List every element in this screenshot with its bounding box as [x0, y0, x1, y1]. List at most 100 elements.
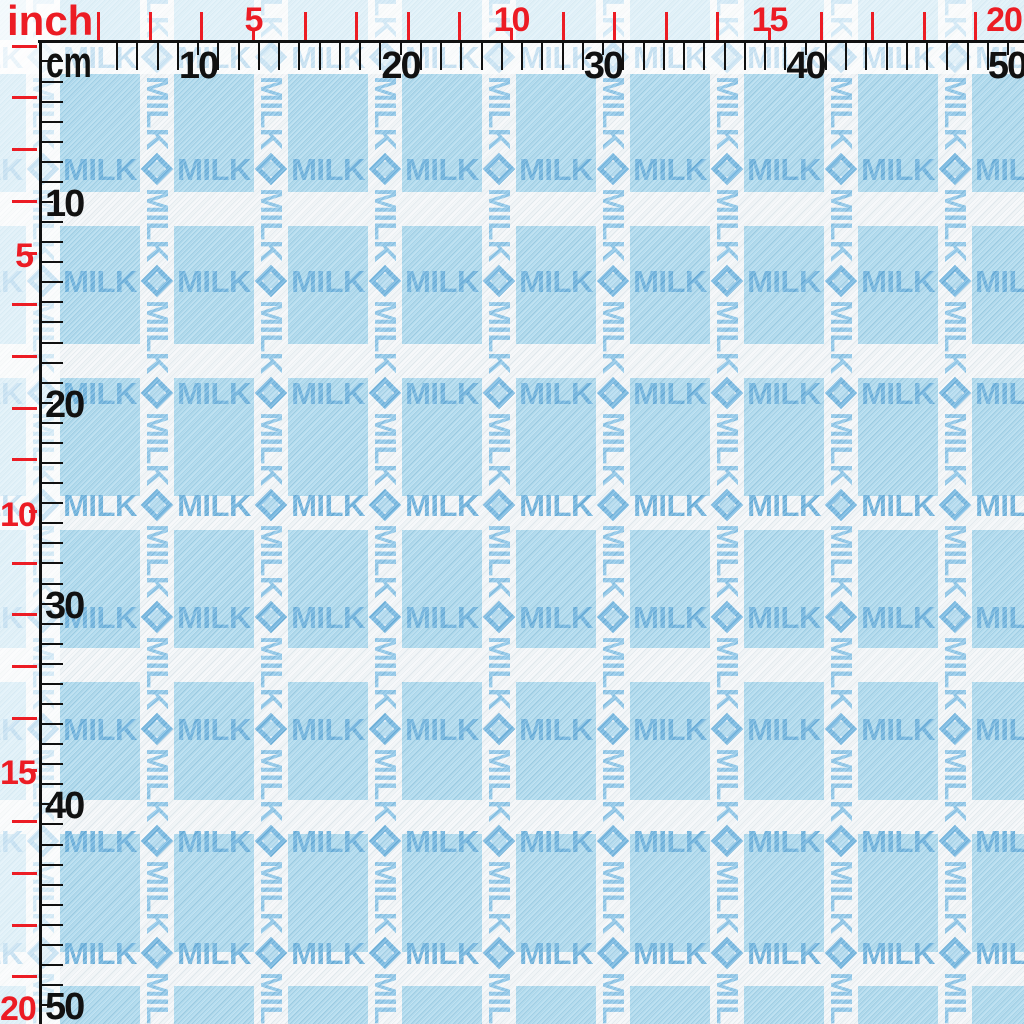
milk-logo-text-horizontal: MILK — [177, 488, 251, 523]
milk-logo-text-horizontal: MILK — [291, 152, 365, 187]
milk-diamond-icon — [938, 936, 972, 970]
milk-diamond-core — [833, 609, 849, 625]
milk-logo-text-vertical: MILK — [368, 748, 403, 822]
milk-diamond-icon — [254, 600, 288, 634]
milk-diamond-icon — [368, 264, 402, 298]
milk-logo-text-horizontal: MILK — [291, 824, 365, 859]
milk-logo-text-horizontal: MILK — [975, 152, 1024, 187]
milk-diamond-icon — [938, 712, 972, 746]
milk-diamond-icon — [596, 824, 630, 858]
milk-diamond-core — [719, 609, 735, 625]
milk-logo-text-vertical: MILK — [938, 524, 973, 598]
milk-diamond-icon — [368, 824, 402, 858]
milk-diamond-core — [377, 945, 393, 961]
milk-logo-text-vertical: MILK — [824, 300, 859, 374]
milk-diamond-icon — [938, 488, 972, 522]
milk-diamond-icon — [938, 376, 972, 410]
milk-diamond-icon — [482, 936, 516, 970]
milk-logo-text-horizontal: MILK — [291, 376, 365, 411]
milk-diamond-icon — [824, 936, 858, 970]
milk-logo-text-vertical: MILK — [140, 636, 175, 710]
milk-diamond-icon — [482, 824, 516, 858]
milk-logo-text-horizontal: MILK — [405, 936, 479, 971]
milk-diamond-core — [491, 497, 507, 513]
milk-diamond-icon — [710, 824, 744, 858]
milk-logo-text-vertical: MILK — [140, 860, 175, 934]
milk-diamond-core — [947, 609, 963, 625]
milk-diamond-icon — [596, 264, 630, 298]
milk-logo-text-horizontal: MILK — [747, 488, 821, 523]
milk-logo-text-horizontal: MILK — [405, 376, 479, 411]
milk-diamond-icon — [824, 488, 858, 522]
milk-diamond-icon — [824, 376, 858, 410]
milk-logo-text-horizontal: MILK — [747, 936, 821, 971]
milk-diamond-core — [605, 609, 621, 625]
milk-diamond-core — [719, 273, 735, 289]
milk-logo-text-vertical: MILK — [596, 860, 631, 934]
milk-logo-text-vertical: MILK — [254, 860, 289, 934]
milk-diamond-core — [947, 273, 963, 289]
milk-logo-text-vertical: MILK — [368, 524, 403, 598]
milk-logo-text-horizontal: MILK — [747, 712, 821, 747]
milk-logo-text-vertical: MILK — [482, 76, 517, 150]
milk-logo-text-vertical: MILK — [938, 636, 973, 710]
milk-diamond-core — [947, 497, 963, 513]
milk-logo-text-vertical: MILK — [140, 972, 175, 1024]
milk-logo-text-horizontal: MILK — [861, 152, 935, 187]
milk-logo-text-horizontal: MILK — [405, 152, 479, 187]
milk-logo-text-vertical: MILK — [938, 972, 973, 1024]
milk-logo-text-horizontal: MILK — [519, 600, 593, 635]
milk-logo-text-vertical: MILK — [596, 188, 631, 262]
milk-diamond-core — [605, 161, 621, 177]
milk-logo-text-horizontal: MILK — [405, 600, 479, 635]
milk-logo-text-horizontal: MILK — [633, 600, 707, 635]
milk-diamond-icon — [710, 936, 744, 970]
milk-diamond-core — [149, 385, 165, 401]
milk-logo-text-horizontal: MILK — [63, 488, 137, 523]
milk-logo-text-horizontal: MILK — [747, 152, 821, 187]
milk-diamond-icon — [938, 264, 972, 298]
milk-logo-text-horizontal: MILK — [405, 824, 479, 859]
milk-diamond-icon — [710, 152, 744, 186]
milk-diamond-icon — [254, 824, 288, 858]
milk-logo-text-vertical: MILK — [938, 748, 973, 822]
milk-logo-text-horizontal: MILK — [63, 936, 137, 971]
milk-diamond-icon — [368, 712, 402, 746]
milk-diamond-core — [491, 833, 507, 849]
ruler-backdrop-top — [0, 0, 1024, 74]
milk-logo-text-horizontal: MILK — [177, 824, 251, 859]
milk-logo-text-horizontal: MILK — [975, 264, 1024, 299]
milk-diamond-icon — [482, 152, 516, 186]
milk-diamond-core — [263, 833, 279, 849]
milk-diamond-icon — [254, 936, 288, 970]
milk-diamond-core — [947, 721, 963, 737]
milk-diamond-core — [605, 833, 621, 849]
milk-logo-text-horizontal: MILK — [519, 264, 593, 299]
milk-diamond-icon — [482, 600, 516, 634]
milk-diamond-core — [491, 273, 507, 289]
milk-diamond-core — [605, 385, 621, 401]
milk-logo-text-horizontal: MILK — [747, 376, 821, 411]
milk-logo-text-horizontal: MILK — [405, 712, 479, 747]
milk-logo-text-horizontal: MILK — [519, 152, 593, 187]
milk-logo-text-vertical: MILK — [368, 636, 403, 710]
milk-diamond-icon — [938, 824, 972, 858]
milk-logo-text-horizontal: MILK — [861, 824, 935, 859]
milk-diamond-icon — [140, 600, 174, 634]
milk-logo-text-vertical: MILK — [824, 524, 859, 598]
milk-logo-text-vertical: MILK — [140, 76, 175, 150]
milk-logo-text-vertical: MILK — [140, 748, 175, 822]
milk-diamond-icon — [596, 712, 630, 746]
milk-logo-text-horizontal: MILK — [633, 824, 707, 859]
milk-diamond-core — [719, 161, 735, 177]
milk-diamond-icon — [368, 936, 402, 970]
milk-diamond-icon — [368, 376, 402, 410]
milk-logo-text-horizontal: MILK — [633, 936, 707, 971]
milk-logo-text-vertical: MILK — [368, 76, 403, 150]
milk-logo-text-vertical: MILK — [482, 748, 517, 822]
milk-diamond-core — [833, 161, 849, 177]
milk-logo-text-vertical: MILK — [710, 300, 745, 374]
milk-logo-text-vertical: MILK — [824, 412, 859, 486]
milk-logo-text-vertical: MILK — [140, 300, 175, 374]
